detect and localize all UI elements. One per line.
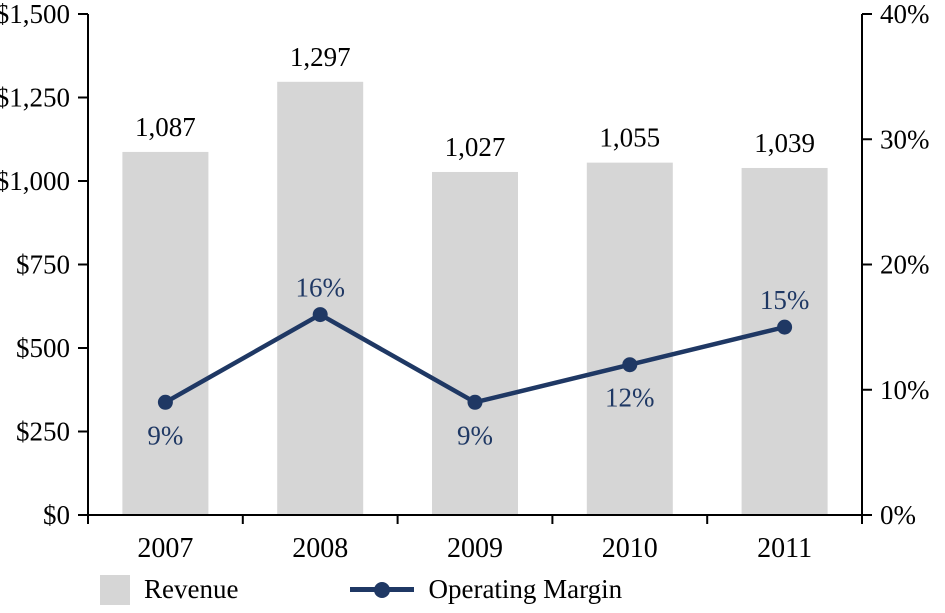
left-axis-label-3: $750	[16, 250, 70, 280]
left-axis-label-6: $1,500	[0, 0, 70, 29]
revenue-value-label-2007: 1,087	[135, 112, 196, 142]
revenue-value-label-2008: 1,297	[290, 42, 351, 72]
operating-margin-label-2007: 9%	[147, 420, 183, 450]
year-label-2007: 2007	[137, 533, 193, 564]
year-label-2009: 2009	[447, 533, 503, 564]
operating-margin-point-2008	[312, 307, 328, 323]
revenue-bar-2007	[122, 151, 209, 515]
revenue-bar-2010	[586, 162, 673, 515]
left-axis-label-5: $1,250	[0, 83, 70, 113]
operating-margin-legend-label: Operating Margin	[428, 574, 623, 604]
operating-margin-point-2010	[622, 357, 638, 373]
revenue-value-label-2010: 1,055	[599, 123, 660, 153]
right-axis-label-3: 30%	[880, 124, 930, 154]
right-axis-label-4: 40%	[880, 0, 930, 29]
operating-margin-swatch-icon	[350, 581, 415, 598]
year-label-2010: 2010	[602, 533, 658, 564]
operating-margin-label-2008: 16%	[295, 273, 345, 303]
revenue-value-label-2009: 1,027	[445, 132, 506, 162]
operating-margin-dot-icon	[374, 581, 391, 598]
revenue-bar-2008	[277, 81, 364, 515]
legend-item-revenue: Revenue	[100, 574, 238, 605]
revenue-swatch-icon	[100, 574, 130, 605]
left-axis-label-0: $0	[43, 500, 70, 530]
revenue-bar-2009	[432, 171, 518, 515]
right-axis-label-2: 20%	[880, 250, 930, 280]
operating-margin-label-2011: 15%	[760, 285, 810, 315]
operating-margin-point-2009	[467, 394, 483, 410]
legend: Revenue Operating Margin	[100, 574, 622, 605]
operating-margin-label-2010: 12%	[605, 383, 655, 413]
year-label-2008: 2008	[292, 533, 348, 564]
right-axis-label-0: 0%	[880, 500, 916, 530]
year-label-2011: 2011	[757, 533, 812, 564]
left-axis-label-4: $1,000	[0, 166, 70, 196]
revenue-value-label-2011: 1,039	[754, 128, 815, 158]
operating-margin-point-2007	[157, 394, 173, 410]
legend-item-operating-margin: Operating Margin	[350, 574, 622, 605]
revenue-bar-2011	[741, 167, 828, 515]
operating-margin-point-2011	[777, 319, 793, 335]
right-axis-label-1: 10%	[880, 375, 930, 405]
left-axis-label-2: $500	[16, 333, 70, 363]
operating-margin-label-2009: 9%	[457, 420, 493, 450]
revenue-legend-label: Revenue	[144, 574, 239, 604]
left-axis-label-1: $250	[16, 417, 70, 447]
